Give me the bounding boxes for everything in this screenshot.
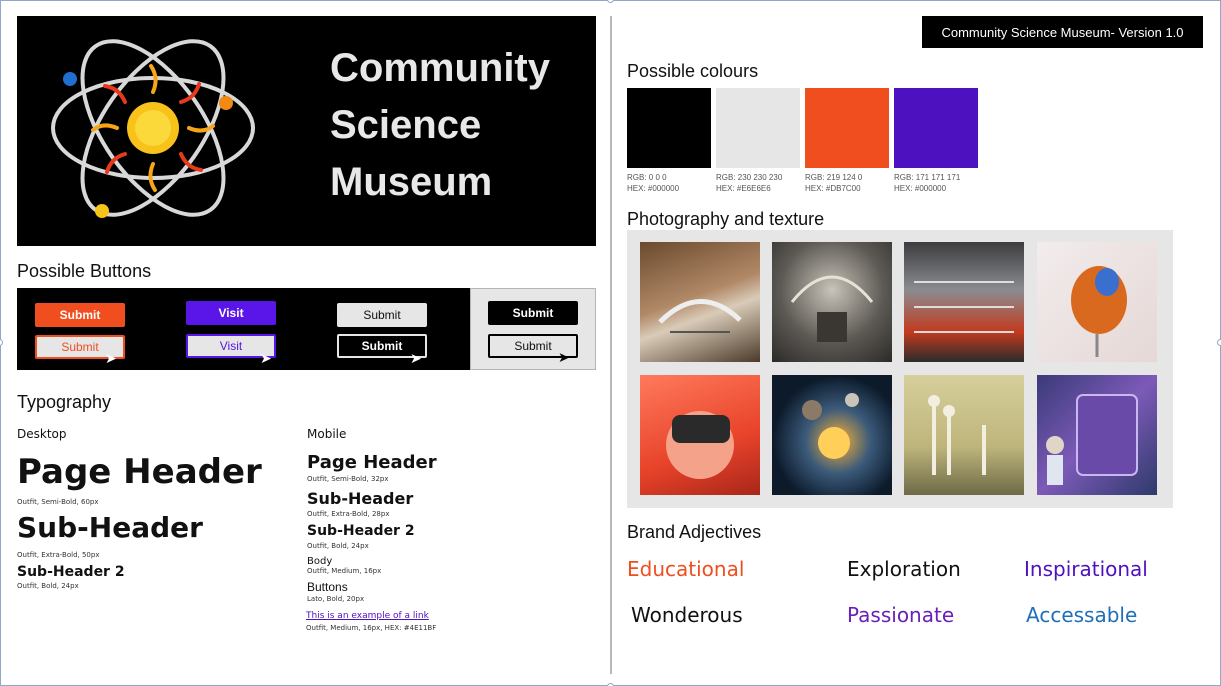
museum-hall-photo — [640, 242, 760, 362]
typography-heading: Typography — [17, 392, 112, 412]
resize-handle-right[interactable] — [1217, 339, 1221, 346]
scientist-machine-photo — [1037, 375, 1157, 495]
swatch-rgb: RGB: 230 230 230 — [716, 173, 783, 182]
mobile-body-sample: Body — [307, 556, 333, 567]
adjective-educational: Educational — [627, 557, 745, 581]
vr-headset-photo — [640, 375, 760, 495]
swatch-hex: HEX: #000000 — [894, 184, 947, 193]
swatch-rgb: RGB: 0 0 0 — [627, 173, 667, 182]
version-badge: Community Science Museum- Version 1.0 — [922, 16, 1203, 48]
submit-button-black[interactable]: Submit — [488, 301, 578, 325]
desktop-sub-header-sample: Sub-Header — [17, 511, 203, 544]
adjective-accessable: Accessable — [1026, 603, 1138, 627]
photo-grid-panel — [627, 230, 1173, 508]
swatch-label: RGB: 171 171 171 HEX: #000000 — [894, 172, 960, 194]
mobile-sub-header-sample: Sub-Header — [307, 489, 414, 508]
adjective-passionate: Passionate — [847, 603, 955, 627]
mobile-buttons-sample: Buttons — [307, 580, 348, 594]
hero-title-line: Science — [330, 103, 482, 147]
adjectives-heading: Brand Adjectives — [627, 522, 762, 542]
mobile-sub-header-spec: Outfit, Extra-Bold, 28px — [307, 510, 390, 518]
adjective-inspirational: Inspirational — [1024, 557, 1148, 581]
visit-button-purple-outline[interactable]: Visit — [186, 334, 276, 358]
hero-banner: Community Science Museum — [17, 16, 596, 246]
desktop-page-header-sample: Page Header — [17, 452, 262, 492]
visit-button-purple[interactable]: Visit — [186, 301, 276, 325]
resize-handle-bottom[interactable] — [607, 683, 614, 686]
mobile-buttons-spec: Lato, Bold, 20px — [307, 595, 365, 603]
planets-hand-photo — [772, 375, 892, 495]
hero-title-line: Community — [330, 46, 550, 90]
submit-button-dark-outline[interactable]: Submit — [337, 334, 427, 358]
pointer-cursor-icon: ➤ — [105, 351, 117, 367]
skeleton-display-photo — [904, 375, 1024, 495]
pointer-cursor-icon: ➤ — [410, 351, 422, 367]
rotunda-photo — [772, 242, 892, 362]
pointer-cursor-icon: ➤ — [260, 351, 272, 367]
heart-model-photo — [1037, 242, 1157, 362]
mobile-label: Mobile — [307, 427, 347, 441]
colour-swatch-purple — [894, 88, 978, 168]
swatch-hex: HEX: #DB7C00 — [805, 184, 861, 193]
adjective-exploration: Exploration — [847, 557, 961, 581]
desktop-sub-header2-spec: Outfit, Bold, 24px — [17, 582, 79, 590]
atom-sun-logo — [51, 39, 255, 218]
atrium-photo — [904, 242, 1024, 362]
example-link[interactable]: This is an example of a link — [306, 611, 429, 621]
swatch-rgb: RGB: 219 124 0 — [805, 173, 863, 182]
pointer-cursor-icon: ➤ — [558, 350, 570, 366]
swatch-hex: HEX: #000000 — [627, 184, 680, 193]
swatch-rgb: RGB: 171 171 171 — [894, 173, 961, 182]
colour-swatch-light-grey — [716, 88, 800, 168]
colour-swatch-black — [627, 88, 711, 168]
mobile-body-spec: Outfit, Medium, 16px — [307, 567, 382, 575]
hero-title: Community Science Museum — [330, 40, 590, 211]
swatch-label: RGB: 219 124 0 HEX: #DB7C00 — [805, 172, 862, 194]
mobile-sub-header2-sample: Sub-Header 2 — [307, 523, 415, 539]
swatch-label: RGB: 230 230 230 HEX: #E6E6E6 — [716, 172, 782, 194]
mobile-page-header-sample: Page Header — [307, 452, 437, 473]
adjective-wonderous: Wonderous — [631, 603, 743, 627]
desktop-sub-header-spec: Outfit, Extra-Bold, 50px — [17, 551, 100, 559]
submit-button-orange[interactable]: Submit — [35, 303, 125, 327]
swatch-label: RGB: 0 0 0 HEX: #000000 — [627, 172, 679, 194]
desktop-label: Desktop — [17, 427, 67, 441]
desktop-page-header-spec: Outfit, Semi-Bold, 60px — [17, 498, 99, 506]
swatch-hex: HEX: #E6E6E6 — [716, 184, 771, 193]
colours-heading: Possible colours — [627, 61, 759, 81]
colour-swatch-orange — [805, 88, 889, 168]
submit-button-orange-outline[interactable]: Submit — [35, 335, 125, 359]
submit-button-black-outline[interactable]: Submit — [488, 334, 578, 358]
desktop-sub-header2-sample: Sub-Header 2 — [17, 564, 125, 580]
link-spec: Outfit, Medium, 16px, HEX: #4E11BF — [306, 624, 437, 632]
buttons-heading: Possible Buttons — [17, 261, 152, 281]
submit-button-light[interactable]: Submit — [337, 303, 427, 327]
mobile-sub-header2-spec: Outfit, Bold, 24px — [307, 542, 369, 550]
photography-heading: Photography and texture — [627, 209, 825, 229]
column-divider — [610, 16, 612, 674]
hero-title-line: Museum — [330, 160, 493, 204]
mobile-page-header-spec: Outfit, Semi-Bold, 32px — [307, 475, 389, 483]
